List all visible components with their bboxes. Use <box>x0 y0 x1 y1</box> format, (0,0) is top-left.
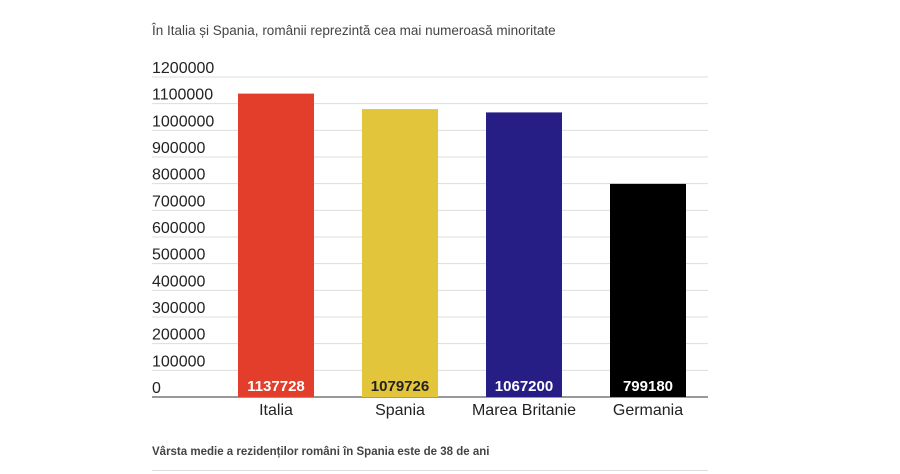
y-tick-label: 1200000 <box>152 60 214 77</box>
bar-marea-britanie <box>486 112 562 397</box>
bar-germania <box>610 183 686 397</box>
chart-title: În Italia și Spania, românii reprezintă … <box>152 23 556 38</box>
x-category-label: Spania <box>375 402 425 419</box>
bar-value-label: 1137728 <box>247 378 305 395</box>
bar-spania <box>362 109 438 398</box>
y-tick-label: 700000 <box>152 193 205 210</box>
y-tick-label: 800000 <box>152 167 205 184</box>
y-tick-label: 500000 <box>152 247 205 264</box>
bar-italia <box>238 93 314 397</box>
x-category-label: Italia <box>259 402 293 419</box>
y-tick-label: 600000 <box>152 220 205 237</box>
y-axis-ticks: 0 100000 200000 300000 400000 500000 600000 700… <box>152 60 214 397</box>
x-category-label: Marea Britanie <box>472 402 576 419</box>
x-axis-categories: Italia Spania Marea Britanie Germania <box>259 402 683 419</box>
bars: 1137728 1079726 1067200 799180 <box>238 93 686 398</box>
y-tick-label: 1000000 <box>152 113 214 130</box>
bar-value-label: 1079726 <box>371 378 429 395</box>
bar-value-label: 1067200 <box>495 378 553 395</box>
x-category-label: Germania <box>613 402 683 419</box>
y-tick-label: 900000 <box>152 140 205 157</box>
y-tick-label: 400000 <box>152 273 205 290</box>
bar-value-label: 799180 <box>623 378 673 395</box>
y-tick-label: 1100000 <box>152 87 213 104</box>
y-tick-label: 0 <box>152 380 161 397</box>
y-tick-label: 200000 <box>152 327 205 344</box>
y-tick-label: 100000 <box>152 353 205 370</box>
bottom-divider <box>152 470 708 471</box>
y-tick-label: 300000 <box>152 300 205 317</box>
chart-note: Vârsta medie a rezidenților români în Sp… <box>152 446 490 458</box>
